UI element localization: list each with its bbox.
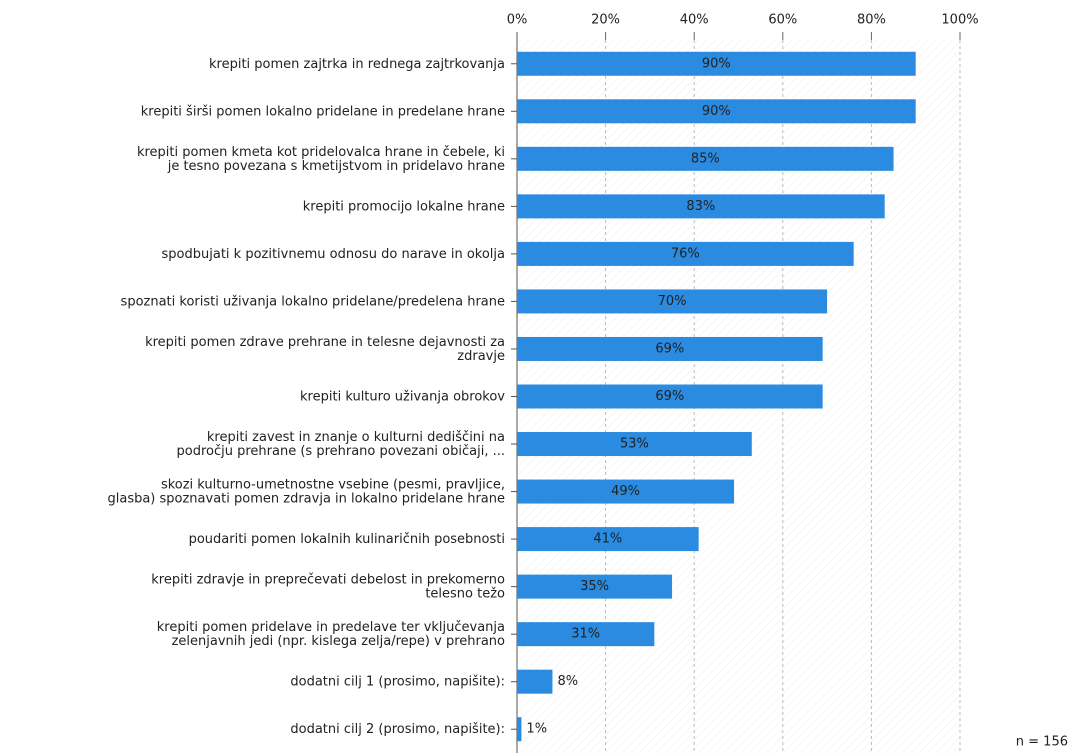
data-label: 83%: [686, 199, 715, 214]
label-line: krepiti promocijo lokalne hrane: [303, 199, 505, 214]
label-line: področju prehrane (s prehrano povezani o…: [177, 444, 505, 459]
x-tick-label: 100%: [941, 13, 978, 28]
data-label: 31%: [571, 627, 600, 642]
data-label: 69%: [655, 389, 684, 404]
y-tick-label: krepiti zavest in znanje o kulturni dedi…: [177, 430, 505, 459]
data-label: 69%: [655, 341, 684, 356]
data-label: 8%: [557, 674, 578, 689]
x-tick-label: 0%: [507, 13, 528, 28]
label-line: krepiti širši pomen lokalno pridelane in…: [141, 104, 505, 119]
bar: [517, 574, 673, 599]
label-line: telesno težo: [425, 586, 505, 601]
bar: [517, 479, 735, 504]
label-line: zelenjavnih jedi (npr. kislega zelja/rep…: [172, 634, 505, 649]
bar: [517, 384, 823, 409]
bar: [517, 669, 553, 694]
data-label: 76%: [671, 246, 700, 261]
label-line: dodatni cilj 2 (prosimo, napišite):: [290, 722, 505, 737]
label-line: krepiti pomen kmeta kot pridelovalca hra…: [137, 144, 505, 159]
y-tick-label: skozi kulturno-umetnostne vsebine (pesmi…: [107, 477, 505, 506]
data-label: 41%: [593, 532, 622, 547]
data-label: 1%: [526, 722, 547, 737]
bar: [517, 99, 916, 124]
y-tick-label: krepiti pomen pridelave in predelave ter…: [157, 620, 505, 649]
data-label: 35%: [580, 579, 609, 594]
bar: [517, 717, 522, 742]
label-line: skozi kulturno-umetnostne vsebine (pesmi…: [161, 477, 505, 492]
y-tick-label: poudariti pomen lokalnih kulinaričnih po…: [189, 532, 505, 547]
bar: [517, 622, 655, 647]
x-tick-label: 20%: [591, 13, 620, 28]
y-tick-label: spoznati koristi uživanja lokalno pridel…: [121, 294, 505, 309]
bar: [517, 194, 885, 219]
data-label: 90%: [702, 104, 731, 119]
label-line: krepiti pomen zajtrka in rednega zajtrko…: [209, 56, 505, 71]
bar: [517, 432, 752, 457]
sample-note: n = 156: [1016, 735, 1068, 750]
x-tick-label: 40%: [680, 13, 709, 28]
label-line: dodatni cilj 1 (prosimo, napišite):: [290, 674, 505, 689]
y-tick-label: krepiti pomen zdrave prehrane in telesne…: [145, 334, 505, 363]
label-line: krepiti zavest in znanje o kulturni dedi…: [207, 430, 505, 445]
label-line: zdravje: [457, 348, 505, 363]
data-label: 53%: [620, 437, 649, 452]
bar: [517, 289, 828, 314]
x-tick-label: 80%: [857, 13, 886, 28]
x-tick-label: 60%: [768, 13, 797, 28]
y-tick-label: krepiti pomen kmeta kot pridelovalca hra…: [137, 144, 505, 173]
bar: [517, 527, 699, 552]
y-tick-label: krepiti zdravje in preprečevati debelost…: [151, 572, 505, 601]
y-tick-label: krepiti promocijo lokalne hrane: [303, 199, 505, 214]
bar: [517, 241, 854, 266]
label-line: poudariti pomen lokalnih kulinaričnih po…: [189, 532, 505, 547]
data-label: 70%: [658, 294, 687, 309]
bar: [517, 51, 916, 76]
data-label: 90%: [702, 56, 731, 71]
y-tick-label: krepiti kulturo uživanja obrokov: [300, 389, 505, 404]
label-line: krepiti zdravje in preprečevati debelost…: [151, 572, 505, 587]
label-line: krepiti pomen pridelave in predelave ter…: [157, 620, 505, 635]
label-line: spoznati koristi uživanja lokalno pridel…: [121, 294, 505, 309]
bar: [517, 336, 823, 361]
y-tick-label: krepiti širši pomen lokalno pridelane in…: [141, 104, 505, 119]
data-label: 85%: [691, 151, 720, 166]
label-line: krepiti pomen zdrave prehrane in telesne…: [145, 334, 505, 349]
data-label: 49%: [611, 484, 640, 499]
label-line: spodbujati k pozitivnemu odnosu do narav…: [162, 246, 505, 261]
y-tick-label: spodbujati k pozitivnemu odnosu do narav…: [162, 246, 505, 261]
label-line: je tesno povezana s kmetijstvom in pride…: [167, 158, 505, 173]
y-tick-label: krepiti pomen zajtrka in rednega zajtrko…: [209, 56, 505, 71]
y-tick-label: dodatni cilj 1 (prosimo, napišite):: [290, 674, 505, 689]
label-line: krepiti kulturo uživanja obrokov: [300, 389, 505, 404]
label-line: glasba) spoznavati pomen zdravja in loka…: [107, 491, 505, 506]
bar: [517, 146, 894, 171]
y-tick-label: dodatni cilj 2 (prosimo, napišite):: [290, 722, 505, 737]
